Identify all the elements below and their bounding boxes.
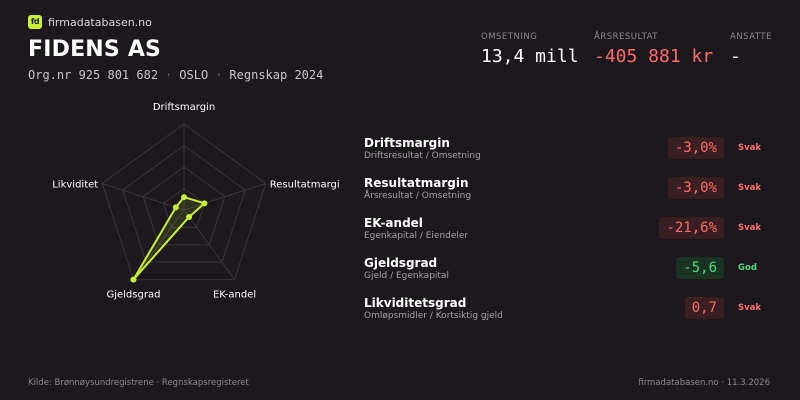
radar-ring <box>122 144 246 263</box>
stat-value: - <box>730 46 741 67</box>
logo-icon: fd <box>28 15 42 29</box>
stat-revenue: OMSETNING 13,4 mill <box>481 32 579 67</box>
stat-value: -405 881 kr <box>594 46 714 67</box>
metric-list: Driftsmargin Driftsresultat / Omsetning -3… <box>364 132 770 332</box>
radar-spoke <box>133 209 185 280</box>
stat-label: OMSETNING <box>481 32 538 42</box>
metric-name: EK-andel <box>364 216 423 230</box>
radar-ring <box>162 187 206 228</box>
metric-name: Driftsmargin <box>364 136 450 150</box>
metric-row: Resultatmargin Årsresultat / Omsetning -3,… <box>364 172 770 212</box>
metric-row: Gjeldsgrad Gjeld / Egenkapital -5,6 God <box>364 252 770 292</box>
footer-site[interactable]: firmadatabasen.no · 11.3.2026 <box>638 378 770 388</box>
stat-annual-result: ÅRSRESULTAT -405 881 kr <box>594 32 713 67</box>
metric-verdict: Svak <box>738 183 762 193</box>
meta-separator: · <box>215 68 223 82</box>
metric-verdict: Svak <box>738 223 762 233</box>
metric-name: Likviditetsgrad <box>364 296 467 310</box>
radar-series-line <box>132 196 206 281</box>
company-city: OSLO <box>179 68 209 82</box>
radar-axis-label: Resultatmargin <box>270 179 340 190</box>
radar-ring <box>101 123 267 281</box>
stat-employees: ANSATTE - <box>730 32 772 67</box>
radar-labels: Driftsmargin Resultatmargin EK-andel Gjelds… <box>52 102 340 301</box>
radar-point <box>186 213 193 220</box>
metric-row: Likviditetsgrad Omløpsmidler / Kortsiktig… <box>364 292 770 332</box>
radar-point <box>130 276 137 283</box>
radar-point <box>172 204 179 211</box>
metric-formula: Omløpsmidler / Kortsiktig gjeld <box>364 311 503 321</box>
brand-name: firmadatabasen.no <box>48 15 152 29</box>
metric-name: Gjeldsgrad <box>364 256 438 270</box>
metric-value-badge: -3,0% <box>667 137 724 159</box>
metric-formula: Egenkapital / Eiendeler <box>364 231 469 241</box>
metric-formula: Gjeld / Egenkapital <box>364 271 449 281</box>
radar-axis-label: Gjeldsgrad <box>106 290 160 301</box>
metric-formula: Driftsresultat / Omsetning <box>364 151 481 161</box>
metric-name: Resultatmargin <box>364 176 469 190</box>
radar-axis-label: EK-andel <box>213 290 256 301</box>
stat-value: 13,4 mill <box>481 46 579 67</box>
metric-value-badge: -21,6% <box>659 217 724 239</box>
meta-separator: · <box>165 68 173 82</box>
footer-source: Kilde: Brønnøysundregistrene · Regnskaps… <box>28 378 249 388</box>
accounting-year: Regnskap 2024 <box>229 68 324 82</box>
metric-row: EK-andel Egenkapital / Eiendeler -21,6% Sva… <box>364 212 770 252</box>
company-name: FIDENS AS <box>28 37 162 62</box>
radar-series <box>130 194 208 283</box>
radar-ring <box>142 166 226 246</box>
brand[interactable]: fd firmadatabasen.no <box>28 15 152 29</box>
company-meta: Org.nr 925 801 682 · OSLO · Regnskap 2024 <box>28 68 323 82</box>
metric-value-badge: -5,6 <box>676 257 724 279</box>
radar-chart: Driftsmargin Resultatmargin EK-andel Gjelds… <box>52 102 340 301</box>
metric-verdict: Svak <box>738 143 762 153</box>
metric-value-badge: -3,0% <box>667 177 724 199</box>
metric-verdict: God <box>738 263 757 273</box>
stat-label: ANSATTE <box>730 32 772 42</box>
stat-label: ÅRSRESULTAT <box>594 32 658 42</box>
radar-axis-label: Likviditet <box>52 179 98 190</box>
radar-point <box>201 200 208 207</box>
metric-verdict: Svak <box>738 303 762 313</box>
org-number: Org.nr 925 801 682 <box>28 68 159 82</box>
radar-spoke <box>183 182 266 211</box>
metric-formula: Årsresultat / Omsetning <box>364 191 472 201</box>
metric-value-badge: 0,7 <box>684 297 724 319</box>
radar-spoke <box>102 182 185 211</box>
radar-point <box>181 194 187 201</box>
radar-grid <box>101 123 267 281</box>
radar-spoke <box>183 209 235 280</box>
radar-axis-label: Driftsmargin <box>153 102 215 113</box>
metric-row: Driftsmargin Driftsresultat / Omsetning -3… <box>364 132 770 172</box>
